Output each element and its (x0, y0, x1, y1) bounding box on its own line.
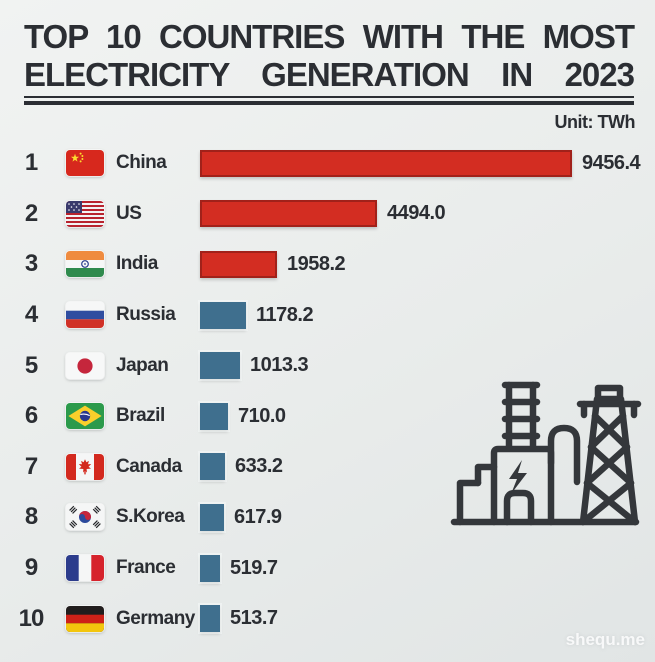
title-underline-thick (24, 101, 634, 105)
rank-label: 3 (24, 250, 38, 278)
value-bar (200, 200, 377, 228)
country-label: Russia (116, 304, 176, 326)
flag-icon-germany (66, 605, 104, 632)
ranking-list: 1 China 9456.4 2 US 4494.0 3 India 1958.… (0, 138, 655, 644)
value-bar (200, 453, 225, 481)
value-label: 519.7 (230, 556, 278, 579)
value-label: 9456.4 (582, 151, 641, 174)
country-row: 1 China 9456.4 (0, 138, 655, 189)
rank-label: 8 (24, 503, 38, 531)
rank-label: 2 (24, 199, 38, 227)
value-bar (200, 605, 220, 633)
value-bar (200, 503, 224, 531)
value-label: 1958.2 (287, 252, 346, 275)
country-label: India (116, 253, 158, 275)
page-title: TOP 10 COUNTRIES WITH THE MOST ELECTRICI… (24, 18, 635, 94)
value-label: 1013.3 (250, 354, 309, 377)
country-label: S.Korea (116, 506, 185, 528)
flag-icon-japan (66, 352, 104, 379)
power-plant-icon (450, 381, 642, 526)
country-row: 3 India 1958.2 (0, 239, 655, 290)
rank-label: 6 (24, 402, 38, 430)
flag-icon-us (66, 200, 104, 227)
watermark: shequ.me (565, 630, 645, 649)
flag-icon-china (66, 150, 104, 177)
flag-icon-korea (66, 504, 104, 531)
page-title-line2: ELECTRICITY GENERATION IN 2023 (24, 56, 635, 93)
value-label: 4494.0 (387, 202, 446, 225)
value-bar (200, 554, 220, 582)
page-title-line1: TOP 10 COUNTRIES WITH THE MOST (24, 18, 635, 55)
country-row: 9 France 519.7 (0, 543, 655, 594)
title-underline-thin (24, 96, 634, 98)
value-bar (200, 250, 277, 278)
flag-icon-canada (66, 453, 104, 480)
country-label: Germany (116, 607, 195, 629)
flag-icon-russia (66, 302, 104, 329)
value-bar (200, 149, 572, 177)
country-row: 8 S.Korea 617.9 (0, 492, 655, 543)
country-row: 4 Russia 1178.2 (0, 290, 655, 341)
rank-label: 5 (24, 351, 38, 379)
value-label: 617.9 (234, 505, 282, 528)
country-label: Japan (116, 354, 169, 376)
flag-icon-india (66, 251, 104, 278)
country-row: 5 Japan 1013.3 (0, 340, 655, 391)
country-label: Brazil (116, 405, 165, 427)
country-label: US (116, 202, 142, 224)
rank-label: 9 (24, 554, 38, 582)
lightning-bolt-icon (509, 460, 527, 494)
country-label: Canada (116, 455, 182, 477)
rank-label: 1 (24, 149, 38, 177)
value-bar (200, 352, 240, 380)
value-label: 633.2 (235, 455, 283, 478)
value-bar (200, 301, 246, 329)
rank-label: 4 (24, 301, 38, 329)
flag-icon-france (66, 555, 104, 582)
country-label: China (116, 152, 167, 174)
country-row: 2 US 4494.0 (0, 189, 655, 240)
country-row: 6 Brazil 710.0 (0, 391, 655, 442)
flag-icon-brazil (66, 403, 104, 430)
value-label: 1178.2 (256, 303, 314, 326)
unit-label: Unit: TWh (554, 112, 636, 132)
value-label: 513.7 (230, 607, 278, 630)
rank-label: 7 (24, 452, 38, 480)
country-label: France (116, 557, 176, 579)
value-label: 710.0 (238, 404, 286, 427)
value-bar (200, 402, 228, 430)
country-row: 10 Germany 513.7 (0, 593, 655, 644)
country-row: 7 Canada 633.2 (0, 442, 655, 493)
rank-label: 10 (18, 604, 45, 632)
